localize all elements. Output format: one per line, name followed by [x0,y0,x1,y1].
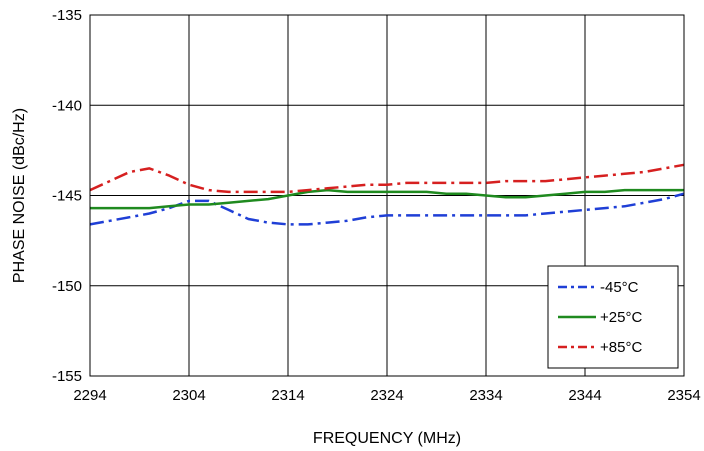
y-axis-label: PHASE NOISE (dBc/Hz) [11,108,28,283]
x-axis-label: FREQUENCY (MHz) [313,430,461,447]
y-tick-label: -145 [52,188,82,205]
series-line [89,192,685,226]
y-tick-label: -135 [52,7,82,24]
legend-label: +85°C [600,339,642,356]
legend: -45°C +25°C +85°C [547,265,679,369]
x-tick-label: 2324 [370,387,403,404]
x-tick-label: 2344 [568,387,601,404]
x-tick-label: 2314 [271,387,304,404]
series-line [89,163,685,194]
series-line [90,188,684,210]
y-tick-labels: -155 -150 -145 -140 -135 [52,7,82,385]
plot-frame [89,14,685,377]
x-tick-label: 2304 [172,387,205,404]
legend-label: -45°C [600,279,639,296]
x-tick-labels: 2294 2304 2314 2324 2334 2344 2354 [73,387,700,404]
x-tick-label: 2334 [469,387,502,404]
x-tick-label: 2294 [73,387,106,404]
y-tick-label: -150 [52,278,82,295]
legend-label: +25°C [600,309,642,326]
series-lines [89,163,685,226]
x-tick-label: 2354 [667,387,700,404]
y-tick-label: -155 [52,368,82,385]
y-tick-label: -140 [52,97,82,114]
